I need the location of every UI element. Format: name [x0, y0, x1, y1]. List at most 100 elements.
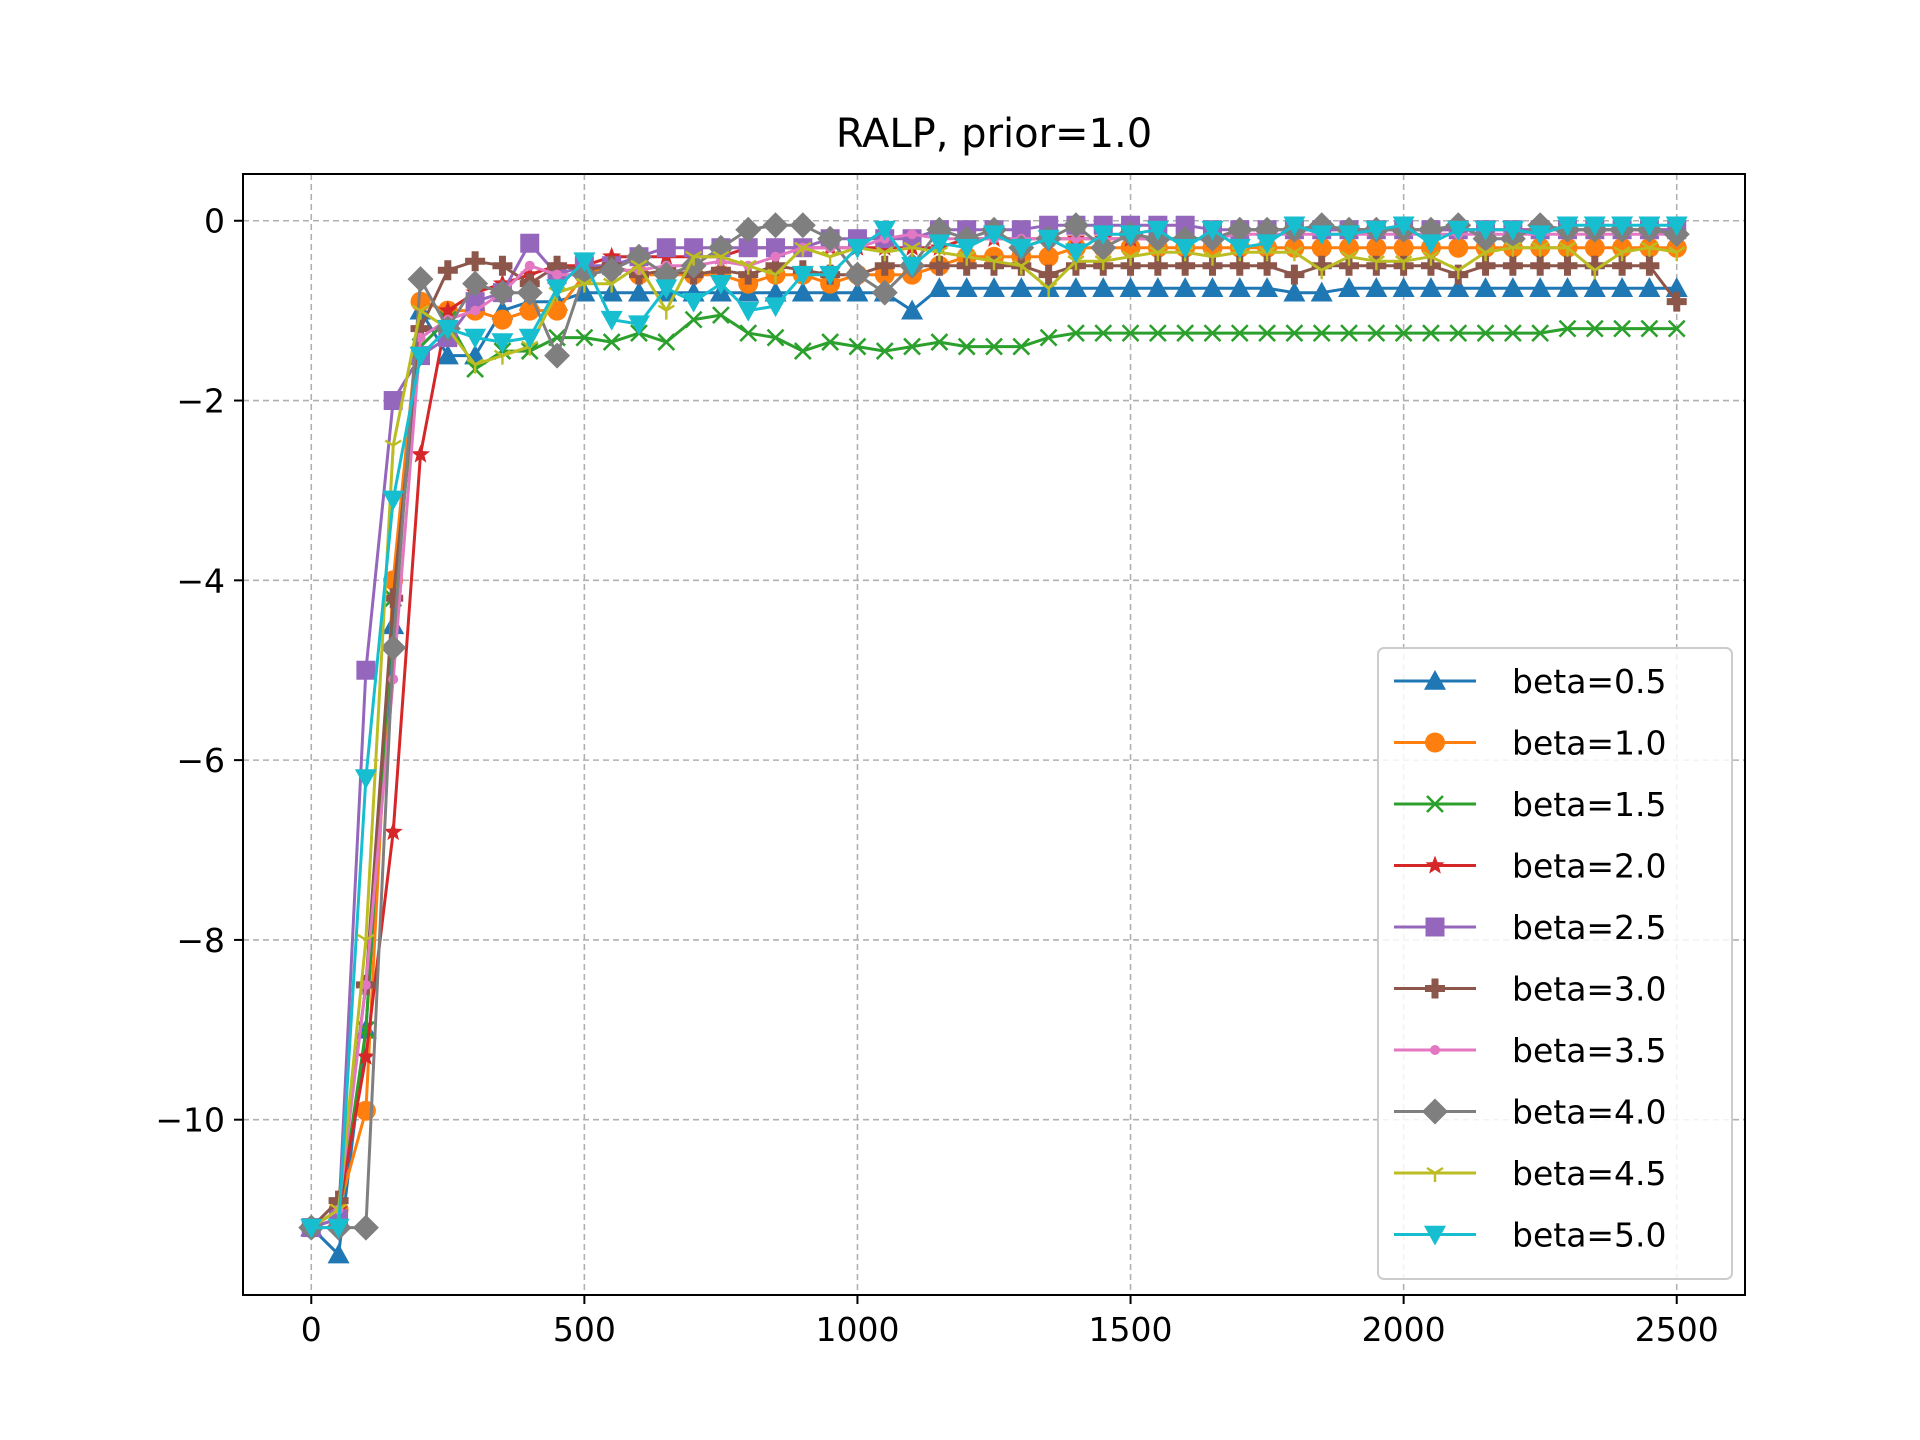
data-point	[1529, 277, 1552, 297]
data-point	[493, 349, 512, 365]
data-point	[1310, 281, 1333, 302]
data-point	[1475, 255, 1496, 276]
data-point	[791, 281, 814, 302]
data-point	[983, 277, 1005, 297]
legend-item: beta=1.0	[1394, 724, 1667, 763]
data-point	[1474, 277, 1497, 297]
data-point	[438, 300, 458, 319]
data-point	[983, 225, 1005, 246]
x-tick-label: 1500	[1089, 1310, 1173, 1349]
legend-item: beta=3.5	[1394, 1031, 1667, 1070]
data-point	[817, 225, 844, 252]
data-point	[1392, 277, 1415, 297]
data-point	[1640, 319, 1659, 338]
data-point	[766, 328, 785, 347]
data-point	[1640, 241, 1659, 257]
data-point	[1256, 277, 1279, 297]
y-tick-label: −6	[176, 741, 225, 780]
data-point	[1146, 277, 1169, 297]
data-point	[764, 297, 787, 318]
data-point	[1094, 324, 1113, 343]
legend-item: beta=5.0	[1394, 1216, 1667, 1255]
data-point	[492, 309, 513, 330]
legend-marker	[1430, 1045, 1440, 1055]
data-point	[928, 234, 951, 255]
data-point	[764, 281, 787, 302]
data-point	[712, 250, 730, 266]
data-point	[1094, 255, 1112, 271]
data-point	[1667, 319, 1686, 338]
data-point	[1612, 255, 1633, 276]
data-point	[929, 255, 950, 276]
data-point	[1257, 255, 1278, 276]
legend-box	[1377, 647, 1733, 1280]
data-point	[1501, 220, 1524, 241]
data-point	[1229, 255, 1250, 276]
data-point	[1422, 324, 1440, 343]
data-point	[846, 281, 869, 302]
data-point	[1611, 277, 1634, 297]
series-beta=4.5	[302, 241, 1686, 1237]
x-tick-label: 500	[553, 1310, 616, 1349]
data-point	[765, 255, 786, 276]
data-point	[901, 299, 924, 320]
data-point	[955, 277, 978, 297]
x-tick-label: 2500	[1635, 1310, 1719, 1349]
data-point	[1586, 264, 1604, 280]
data-point	[1557, 255, 1578, 276]
data-point	[360, 979, 371, 990]
data-point	[1010, 238, 1033, 259]
data-point	[516, 279, 543, 306]
data-point	[575, 277, 593, 293]
data-point	[1392, 216, 1415, 237]
data-point	[627, 281, 650, 302]
data-point	[684, 310, 703, 329]
data-point	[1148, 324, 1167, 343]
legend-label: beta=3.0	[1512, 970, 1667, 1009]
data-point	[793, 342, 812, 361]
data-point	[930, 333, 949, 352]
data-point	[1174, 277, 1197, 297]
data-point	[1064, 277, 1087, 297]
y-tick-label: −10	[155, 1101, 225, 1140]
data-point	[1201, 220, 1224, 241]
data-point	[1038, 264, 1059, 285]
data-point	[383, 822, 403, 841]
data-point	[985, 337, 1003, 356]
legend-item: beta=3.0	[1394, 970, 1667, 1009]
data-point	[410, 318, 431, 339]
data-point	[1011, 220, 1031, 240]
data-point	[520, 233, 540, 253]
data-point	[1666, 291, 1687, 312]
data-point	[1313, 264, 1331, 280]
data-point	[1201, 277, 1224, 297]
data-point	[789, 212, 816, 239]
data-point	[738, 238, 758, 258]
legend-marker	[1424, 1225, 1446, 1246]
data-point	[466, 358, 484, 374]
data-point	[821, 250, 839, 266]
data-point	[821, 333, 840, 352]
data-point	[356, 1046, 376, 1065]
data-point	[1256, 234, 1279, 255]
series-layer	[298, 212, 1690, 1264]
legend-marker	[1425, 917, 1445, 937]
data-point	[1230, 324, 1249, 343]
data-point	[739, 324, 758, 343]
data-point	[1584, 237, 1605, 258]
data-point	[1611, 216, 1634, 237]
legend-label: beta=1.0	[1512, 724, 1667, 763]
data-point	[1092, 225, 1115, 246]
data-point	[1067, 324, 1085, 343]
data-point	[383, 391, 403, 411]
data-point	[1121, 250, 1140, 266]
data-point	[1203, 250, 1222, 266]
data-point	[1365, 220, 1388, 241]
data-point	[1585, 319, 1604, 338]
y-tick-label: −8	[176, 921, 225, 960]
data-point	[573, 252, 596, 273]
data-point	[1039, 282, 1058, 298]
data-point	[552, 269, 563, 280]
data-point	[903, 337, 921, 356]
